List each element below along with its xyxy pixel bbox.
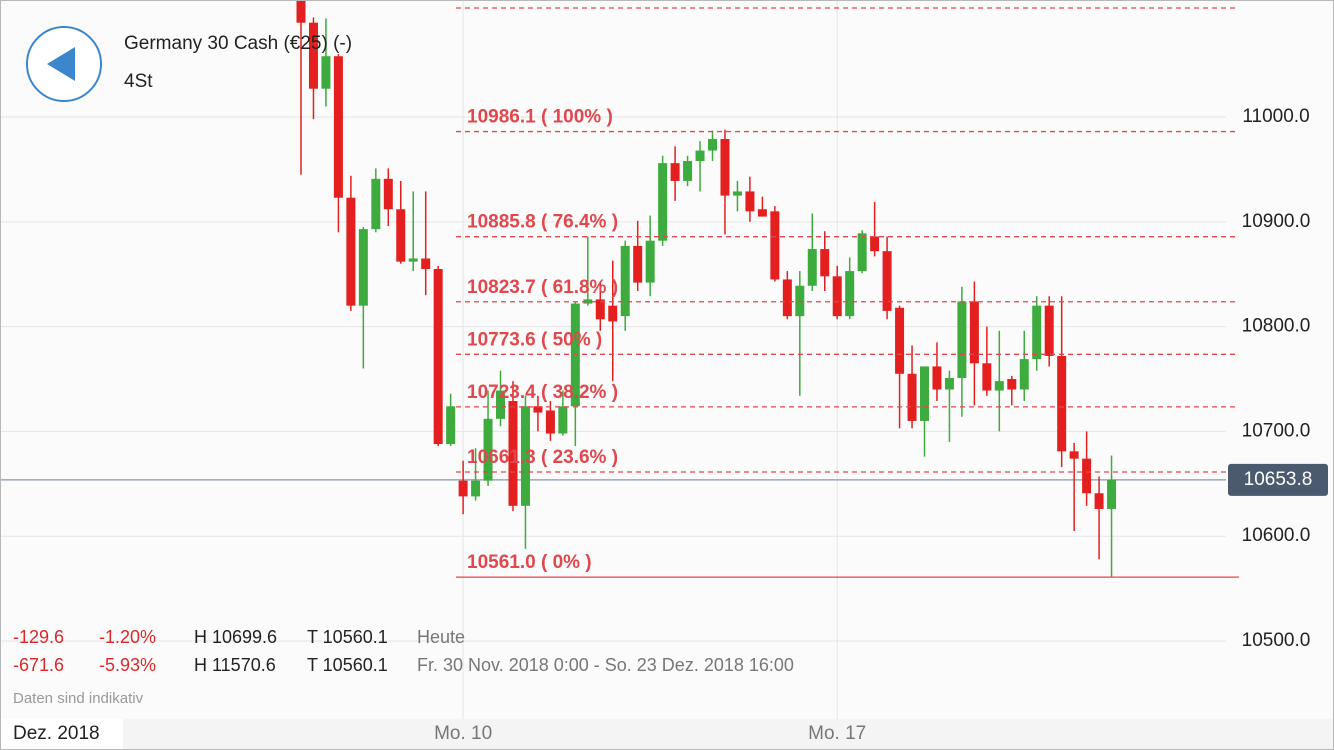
candle-body (421, 258, 431, 269)
fib-label: 10885.8 ( 76.4% ) (467, 212, 618, 233)
candle-body (1019, 359, 1029, 390)
candle-body (932, 366, 942, 390)
candle-body (333, 56, 343, 198)
candle-body (483, 418, 493, 481)
candle-body (832, 276, 842, 317)
candle-body (1044, 305, 1054, 356)
y-tick-label: 10500.0 (1242, 630, 1311, 651)
candle-body (583, 299, 593, 304)
candle-body (371, 178, 381, 230)
fib-label: 10986.1 ( 100% ) (467, 107, 613, 128)
candle-body (308, 22, 318, 89)
fib-label: 10561.0 ( 0% ) (467, 552, 592, 573)
candle-body (471, 480, 481, 497)
stat-value: -129.6 (13, 627, 65, 647)
period-label: Dez. 2018 (13, 723, 100, 744)
candle-body (396, 209, 406, 262)
stat-value: -1.20% (99, 627, 157, 647)
candle-body (1069, 451, 1079, 459)
candle-body (670, 163, 680, 181)
candle-body (520, 406, 530, 506)
candle-body (757, 209, 767, 217)
y-tick-label: 10800.0 (1242, 316, 1311, 337)
candle-body (496, 390, 506, 419)
candle-body (545, 410, 555, 434)
stat-value: H 10699.6 (194, 627, 278, 647)
candle-body (1082, 458, 1092, 494)
fib-label: 10723.4 ( 38.2% ) (467, 382, 618, 403)
candle-body (969, 301, 979, 364)
x-axis-band (1, 719, 1333, 749)
candle-body (558, 406, 568, 434)
stat-value: -671.6 (13, 655, 65, 675)
candle-body (446, 406, 456, 444)
back-button[interactable] (26, 26, 102, 102)
candle-body (708, 139, 718, 151)
candle-body (732, 191, 742, 196)
y-tick-label: 10900.0 (1242, 211, 1311, 232)
candle-body (895, 307, 905, 374)
candle-body (795, 285, 805, 317)
candle-body (508, 401, 518, 506)
candle-body (907, 373, 917, 421)
candle-body (358, 229, 368, 306)
candle-body (1107, 479, 1117, 509)
y-tick-label: 11000.0 (1242, 106, 1309, 127)
price-badge-label: 10653.8 (1244, 469, 1313, 490)
candle-body (982, 363, 992, 391)
stat-value: H 11570.6 (194, 655, 276, 675)
candle-body (620, 245, 630, 317)
fib-label: 10823.7 ( 61.8% ) (467, 277, 618, 298)
candle-body (944, 377, 954, 390)
candle-body (920, 366, 929, 421)
period-box (1, 719, 123, 749)
note: Daten sind indikativ (13, 690, 144, 707)
candle-body (433, 268, 443, 444)
price-badge (1228, 463, 1328, 496)
stat-value: Heute (417, 627, 466, 647)
candle-body (857, 233, 867, 272)
candle-body (770, 211, 780, 280)
y-tick-label: 10600.0 (1242, 525, 1311, 546)
candle-body (695, 150, 705, 162)
candle-body (1094, 493, 1104, 509)
candle-body (383, 178, 393, 210)
candle-body (1007, 379, 1017, 390)
candle-body (321, 56, 331, 89)
candle-body (1032, 305, 1042, 360)
candle-body (658, 163, 668, 241)
candle-body (296, 1, 306, 23)
x-tick-label: Mo. 17 (808, 723, 866, 744)
candle-body (782, 279, 792, 317)
fib-label: 10661.3 ( 23.6% ) (467, 447, 618, 468)
candle-body (458, 480, 468, 497)
candle-body (994, 381, 1004, 391)
candle-body (720, 139, 730, 196)
candle-body (533, 406, 543, 413)
y-tick-label: 10700.0 (1242, 420, 1311, 441)
candle-body (608, 305, 618, 322)
candle-body (870, 236, 880, 252)
candle-body (957, 301, 967, 378)
fib-label: 10773.6 ( 50% ) (467, 329, 602, 350)
candle-body (346, 197, 356, 306)
stat-value: T 10560.1 (307, 627, 388, 647)
candle-body (633, 245, 643, 283)
candle-body (845, 271, 855, 317)
candle-body (1057, 355, 1067, 452)
stat-value: Fr. 30 Nov. 2018 0:00 - So. 23 Dez. 2018… (417, 655, 794, 675)
candle-body (882, 251, 892, 311)
candle-body (745, 191, 755, 212)
candle-body (683, 161, 693, 181)
candle-body (595, 299, 605, 320)
candle-body (807, 249, 817, 286)
candle-body (645, 240, 655, 283)
candle-body (820, 249, 830, 277)
x-tick-label: Mo. 10 (434, 723, 492, 744)
stat-value: -5.93% (99, 655, 157, 675)
stat-value: T 10560.1 (307, 655, 388, 675)
candle-body (408, 258, 418, 262)
